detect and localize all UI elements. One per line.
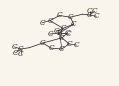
Text: C: C bbox=[12, 43, 17, 51]
Text: C: C bbox=[47, 30, 53, 38]
Text: C: C bbox=[66, 40, 72, 48]
Text: C: C bbox=[57, 11, 62, 20]
Text: C: C bbox=[94, 12, 99, 20]
Text: C: C bbox=[60, 24, 66, 32]
Text: C: C bbox=[66, 30, 71, 38]
Text: C: C bbox=[47, 17, 53, 25]
Text: C: C bbox=[40, 39, 46, 47]
Text: C: C bbox=[59, 45, 65, 53]
Text: C: C bbox=[87, 11, 93, 19]
Text: C: C bbox=[87, 7, 93, 15]
Text: C: C bbox=[64, 29, 70, 37]
Text: C: C bbox=[18, 45, 24, 53]
Text: C: C bbox=[59, 34, 65, 42]
Text: C: C bbox=[54, 27, 59, 35]
Text: Ti: Ti bbox=[56, 29, 63, 37]
Text: C: C bbox=[18, 50, 24, 58]
Text: C: C bbox=[71, 20, 77, 28]
Text: C: C bbox=[13, 49, 18, 57]
Text: C: C bbox=[40, 19, 45, 27]
Text: C: C bbox=[92, 7, 97, 15]
Text: C: C bbox=[67, 13, 73, 21]
Text: C: C bbox=[74, 41, 79, 49]
Text: C: C bbox=[48, 44, 54, 52]
